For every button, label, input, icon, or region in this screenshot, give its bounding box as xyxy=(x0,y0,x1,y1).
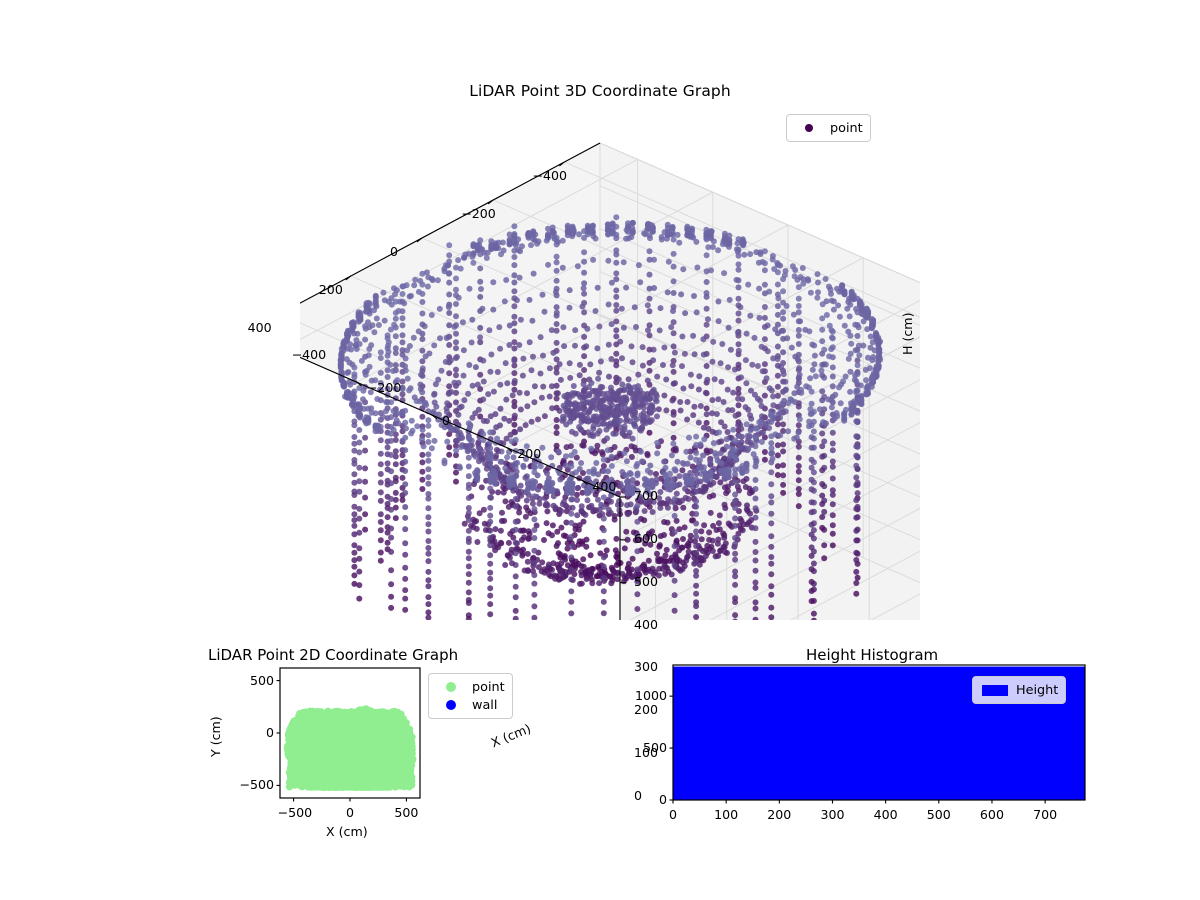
wall-marker-icon xyxy=(436,700,466,710)
tick-label: 200 xyxy=(634,702,659,718)
tick-label: −200 xyxy=(366,380,402,396)
legend-item-point: point xyxy=(794,119,863,137)
plot2d-legend: point wall xyxy=(428,673,513,719)
tick-label: 0 xyxy=(345,805,354,820)
plot3d-axis-lines xyxy=(300,142,626,620)
tick-label: 0 xyxy=(390,244,399,259)
plot3d-title: LiDAR Point 3D Coordinate Graph xyxy=(469,82,731,100)
plot3d-legend: point xyxy=(786,114,871,142)
plot2d-frame xyxy=(276,667,421,802)
plot3d-axes xyxy=(300,140,920,620)
tick-label: 600 xyxy=(979,807,1004,822)
tick-label: 0 xyxy=(658,792,667,807)
plot2d-canvas xyxy=(276,667,421,802)
tick-label: 400 xyxy=(873,807,898,822)
tick-label: 400 xyxy=(247,320,272,335)
tick-label: 1000 xyxy=(634,688,667,704)
plot3d-zlabel: H (cm) xyxy=(900,312,915,356)
plot2d-ylabel: Y (cm) xyxy=(208,716,223,757)
plot3d-point-cloud xyxy=(337,214,884,620)
histogram-legend: Height xyxy=(972,676,1067,704)
tick-label: 300 xyxy=(820,807,845,822)
legend-label: wall xyxy=(472,697,498,713)
plot2d-xlabel: X (cm) xyxy=(326,824,368,839)
tick-label: 400 xyxy=(592,478,617,494)
tick-label: 700 xyxy=(634,488,659,503)
tick-label: 500 xyxy=(926,807,951,822)
tick-label: 400 xyxy=(634,616,659,632)
histogram-axes xyxy=(620,630,1120,860)
tick-label: 200 xyxy=(767,807,792,822)
tick-label: 600 xyxy=(634,530,659,546)
legend-label: Height xyxy=(1016,682,1059,698)
tick-label: 200 xyxy=(517,445,542,461)
tick-label: 500 xyxy=(249,672,274,688)
tick-label: −200 xyxy=(461,206,496,221)
tick-label: 0 xyxy=(668,807,677,822)
histogram-frame xyxy=(669,664,1086,804)
tick-label: −500 xyxy=(239,777,274,793)
point-marker-icon xyxy=(436,682,466,692)
legend-label: point xyxy=(830,120,863,136)
tick-label: 0 xyxy=(265,725,274,740)
point-marker-icon xyxy=(794,124,824,132)
plot3d-canvas xyxy=(300,142,920,620)
legend-label: point xyxy=(472,679,505,695)
legend-item-height: Height xyxy=(980,681,1058,699)
plot2d-title: LiDAR Point 2D Coordinate Graph xyxy=(208,646,459,664)
tick-label: −400 xyxy=(291,347,327,363)
tick-label: −500 xyxy=(277,805,313,820)
tick-label: 500 xyxy=(634,573,659,589)
plot2d-point-cloud xyxy=(283,705,417,791)
height-patch-icon xyxy=(980,684,1010,696)
plot2d-axes xyxy=(180,630,540,860)
tick-label: 500 xyxy=(642,740,667,756)
histogram-title: Height Histogram xyxy=(806,646,939,664)
tick-label: 500 xyxy=(394,805,419,820)
tick-label: 300 xyxy=(634,659,659,675)
tick-label: 100 xyxy=(714,807,739,822)
tick-label: 0 xyxy=(442,413,451,428)
legend-item-wall: wall xyxy=(436,696,505,714)
tick-label: −400 xyxy=(532,168,567,183)
legend-item-point: point xyxy=(436,678,505,696)
tick-label: 100 xyxy=(634,745,659,761)
tick-label: 0 xyxy=(634,788,643,803)
tick-label: 700 xyxy=(1033,807,1058,822)
tick-label: 200 xyxy=(318,282,343,297)
histogram-canvas xyxy=(669,664,1086,804)
